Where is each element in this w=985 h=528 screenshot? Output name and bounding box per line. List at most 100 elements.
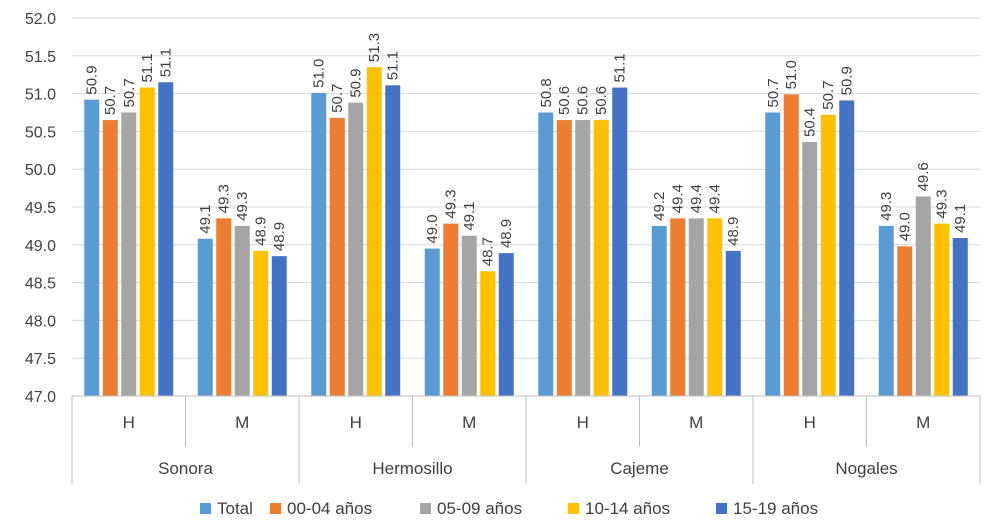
bar	[311, 92, 327, 397]
x-group-label: Sonora	[158, 459, 213, 478]
bar	[121, 112, 137, 396]
data-label: 50.7	[121, 78, 138, 107]
data-label: 51.1	[158, 48, 175, 77]
data-label: 49.1	[952, 204, 969, 233]
x-category-label: H	[350, 413, 362, 432]
bar	[556, 120, 572, 396]
bar	[897, 246, 913, 396]
data-label: 48.9	[271, 222, 288, 251]
bar	[271, 256, 287, 396]
data-label: 49.1	[461, 202, 478, 231]
bar	[839, 100, 855, 397]
data-label: 50.7	[329, 84, 346, 113]
y-tick-label: 50.5	[25, 124, 56, 141]
data-label: 50.6	[575, 86, 592, 115]
x-category-label: H	[804, 413, 816, 432]
data-label: 48.7	[480, 237, 497, 266]
bar	[934, 223, 950, 396]
bar	[765, 112, 781, 396]
bar	[216, 218, 232, 396]
data-label: 49.4	[707, 184, 724, 213]
y-tick-label: 51.5	[25, 49, 56, 66]
bar	[366, 67, 382, 396]
data-label: 49.3	[216, 184, 233, 213]
data-label: 49.6	[915, 162, 932, 191]
y-tick-label: 47.0	[25, 389, 56, 406]
bar	[915, 196, 931, 396]
bar	[443, 223, 459, 396]
legend-label: 10-14 años	[585, 499, 670, 518]
x-category-label: H	[123, 413, 135, 432]
data-label: 50.9	[348, 68, 365, 97]
bar	[878, 225, 894, 396]
legend-swatch	[420, 503, 431, 514]
bar	[707, 218, 723, 396]
data-label: 50.8	[538, 78, 555, 107]
bar	[461, 235, 477, 396]
x-category-label: M	[235, 413, 249, 432]
bar	[348, 102, 364, 396]
y-tick-label: 48.5	[25, 276, 56, 293]
data-label: 49.1	[197, 205, 214, 234]
legend-label: 05-09 años	[437, 499, 522, 518]
x-group-label: Nogales	[835, 459, 897, 478]
data-label: 49.3	[443, 189, 460, 218]
y-tick-label: 49.0	[25, 238, 56, 255]
bar	[725, 250, 741, 396]
bar	[593, 120, 609, 396]
data-label: 50.6	[556, 86, 573, 115]
data-label: 49.4	[670, 184, 687, 213]
data-label: 50.6	[593, 86, 610, 115]
bar	[538, 112, 554, 396]
bar	[783, 94, 799, 396]
bar	[234, 225, 250, 396]
data-label: 49.0	[424, 214, 441, 243]
bar	[253, 250, 269, 396]
data-label: 49.3	[934, 189, 951, 218]
data-label: 50.7	[820, 81, 837, 110]
bar	[480, 271, 496, 396]
data-label: 50.7	[102, 86, 119, 115]
data-label: 51.1	[612, 53, 629, 82]
data-label: 48.9	[253, 217, 270, 246]
data-label: 51.0	[311, 59, 328, 88]
bar	[385, 85, 401, 396]
y-tick-label: 47.5	[25, 351, 56, 368]
data-label: 50.4	[802, 108, 819, 137]
y-tick-label: 51.0	[25, 87, 56, 104]
x-category-label: H	[577, 413, 589, 432]
bar	[952, 237, 968, 396]
data-label: 49.2	[651, 192, 668, 221]
bar	[688, 218, 704, 396]
bar	[575, 120, 591, 396]
bar	[329, 117, 345, 397]
x-group-label: Cajeme	[610, 459, 669, 478]
legend-swatch	[200, 503, 211, 514]
data-label: 48.9	[498, 219, 515, 248]
bar	[670, 218, 686, 396]
x-category-label: M	[916, 413, 930, 432]
bar	[102, 120, 118, 396]
data-label: 49.4	[688, 184, 705, 213]
bar	[612, 87, 628, 396]
data-label: 51.0	[783, 60, 800, 89]
y-tick-label: 50.0	[25, 162, 56, 179]
bar	[158, 82, 174, 396]
data-label: 51.1	[139, 53, 156, 82]
data-label: 48.9	[725, 217, 742, 246]
data-label: 49.0	[897, 212, 914, 241]
data-label: 51.3	[366, 33, 383, 62]
data-label: 51.1	[385, 51, 402, 80]
data-label: 49.3	[878, 192, 895, 221]
legend-label: 00-04 años	[287, 499, 372, 518]
bar	[84, 99, 100, 396]
bar	[424, 248, 440, 396]
legend-label: 15-19 años	[733, 499, 818, 518]
legend-swatch	[568, 503, 579, 514]
bar	[802, 141, 818, 396]
x-category-label: M	[462, 413, 476, 432]
y-tick-label: 48.0	[25, 313, 56, 330]
bar	[139, 87, 155, 396]
